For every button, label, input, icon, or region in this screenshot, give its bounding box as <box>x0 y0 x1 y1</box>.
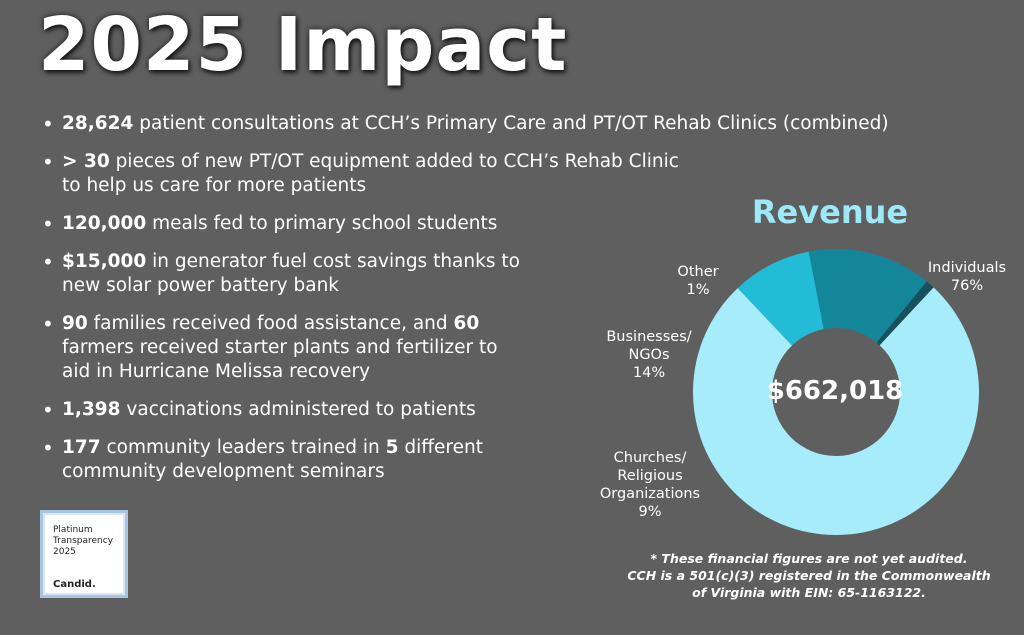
impact-list: 28,624 patient consultations at CCH’s Pr… <box>40 112 960 498</box>
impact-item-line: new solar power battery bank <box>62 275 340 296</box>
impact-item-line: 177 community leaders trained in 5 diffe… <box>62 437 483 458</box>
impact-item-line: to help us care for more patients <box>62 175 367 196</box>
candid-transparency-badge: Platinum Transparency 2025 Candid. <box>40 510 128 598</box>
donut-slice-businesses <box>808 249 927 343</box>
slice-label-businesses: Businesses/ NGOs 14% <box>606 329 692 381</box>
footnote-line: of Virginia with EIN: 65-1163122. <box>692 585 926 600</box>
footnote-line: CCH is a 501(c)(3) registered in the Com… <box>627 568 991 583</box>
impact-item: 120,000 meals fed to primary school stud… <box>40 212 960 236</box>
impact-item: 1,398 vaccinations administered to patie… <box>40 398 960 422</box>
slice-label-churches: Churches/ Religious Organizations 9% <box>599 450 701 520</box>
impact-item-line: 28,624 patient consultations at CCH’s Pr… <box>62 113 889 134</box>
slice-label-individuals: Individuals 76% <box>927 260 1007 294</box>
footnote-line: * These financial figures are not yet au… <box>650 551 968 566</box>
impact-item: $15,000 in generator fuel cost savings t… <box>40 250 960 298</box>
slice-label-other: Other 1% <box>677 264 719 298</box>
impact-item-line: aid in Hurricane Melissa recovery <box>62 361 371 382</box>
impact-item: 28,624 patient consultations at CCH’s Pr… <box>40 112 960 136</box>
badge-line-3: 2025 <box>53 547 76 557</box>
badge-line-2: Transparency <box>53 536 114 546</box>
page-title: 2025 Impact <box>38 2 568 88</box>
revenue-total: $662,018 <box>766 376 904 406</box>
badge-brand: Candid. <box>53 579 96 590</box>
impact-item-line: 120,000 meals fed to primary school stud… <box>62 213 498 234</box>
impact-item: 90 families received food assistance, an… <box>40 312 960 384</box>
impact-item-line: > 30 pieces of new PT/OT equipment added… <box>62 151 679 172</box>
donut-slice-other <box>876 281 934 346</box>
donut-slice-individuals <box>692 287 979 535</box>
impact-item: > 30 pieces of new PT/OT equipment added… <box>40 150 960 198</box>
badge-line-1: Platinum <box>53 525 93 535</box>
impact-item-line: 1,398 vaccinations administered to patie… <box>62 399 476 420</box>
donut-slice-churches <box>737 251 824 346</box>
impact-item-line: farmers received starter plants and fert… <box>62 337 498 358</box>
chart-title: Revenue <box>751 193 909 231</box>
impact-item-line: 90 families received food assistance, an… <box>62 313 480 334</box>
footnote: * These financial figures are not yet au… <box>600 550 1018 601</box>
impact-item-line: $15,000 in generator fuel cost savings t… <box>62 251 520 272</box>
impact-item-line: community development seminars <box>62 461 385 482</box>
impact-item: 177 community leaders trained in 5 diffe… <box>40 436 960 484</box>
